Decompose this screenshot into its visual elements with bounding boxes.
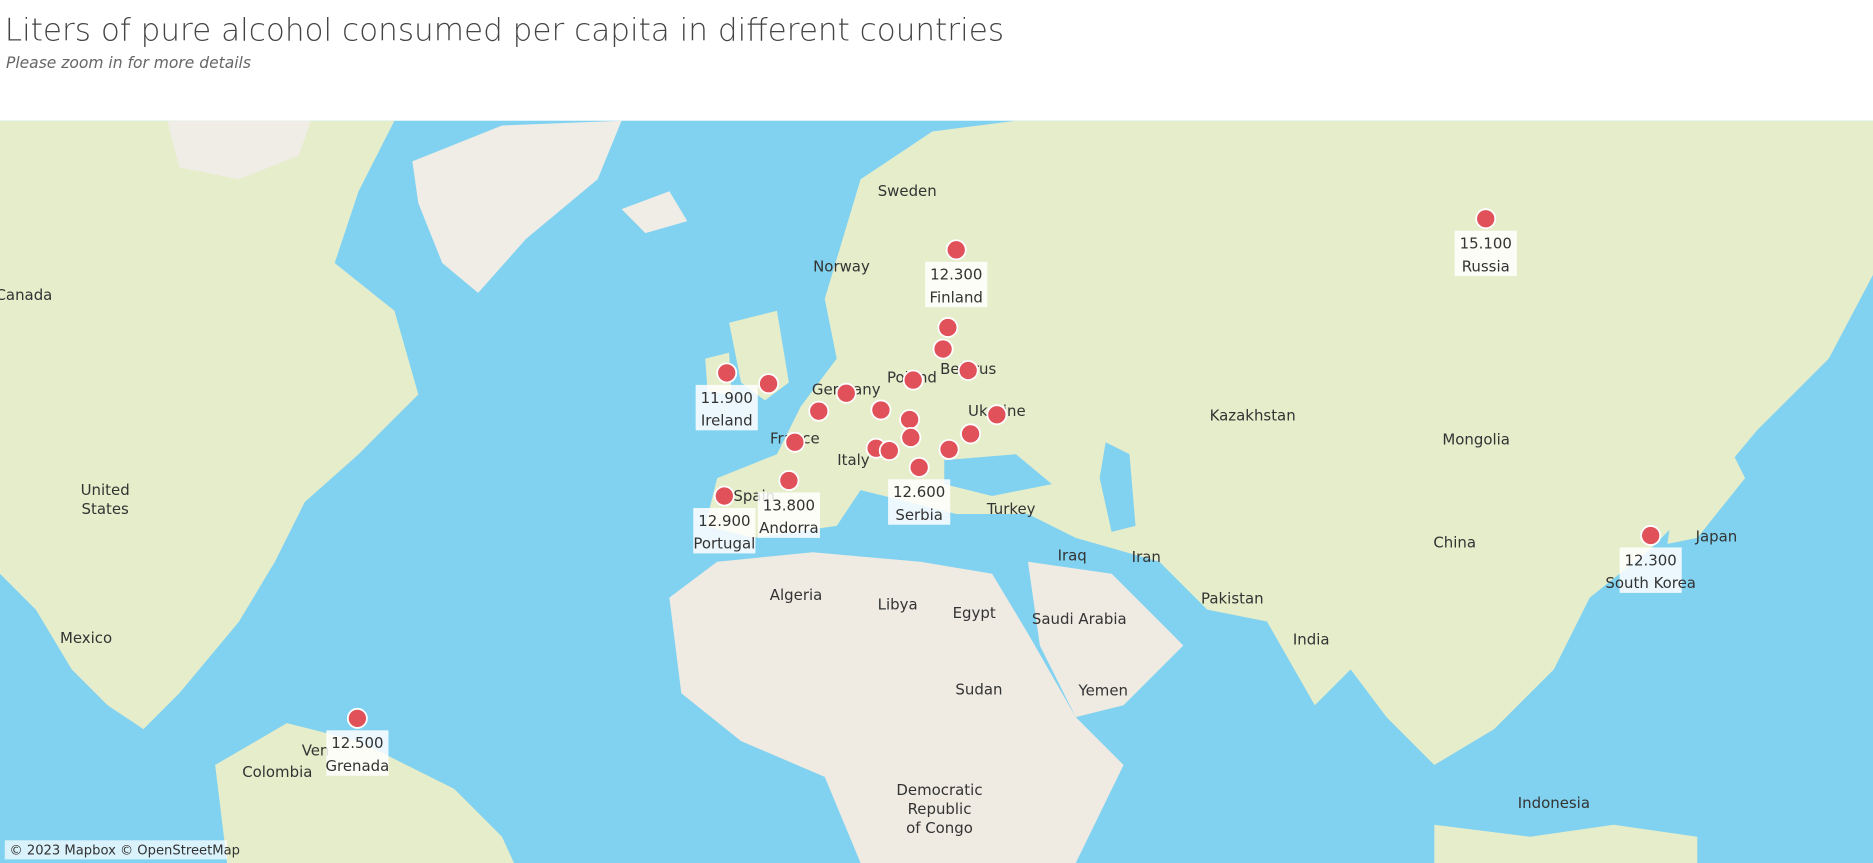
place-label: Italy	[837, 451, 870, 469]
place-label: Norway	[813, 257, 870, 275]
place-label: Algeria	[770, 586, 823, 604]
label-bg	[693, 507, 756, 554]
label-bg	[1454, 230, 1517, 277]
place-label: Kazakhstan	[1210, 407, 1296, 425]
place-label: Sudan	[955, 680, 1002, 698]
value-label: 12.500	[331, 734, 383, 752]
attribution-bg	[4, 840, 228, 860]
place-label: United States	[81, 481, 130, 518]
place-label: Yemen	[1077, 682, 1128, 700]
label-bg	[757, 492, 820, 538]
point	[1475, 208, 1497, 230]
basemap	[0, 120, 1873, 863]
place-label: Mexico	[60, 629, 112, 647]
country-label: Finland	[930, 288, 983, 306]
place-label: Canada	[0, 286, 52, 304]
label-bg	[326, 730, 389, 776]
value-label: 15.100	[1460, 235, 1512, 253]
point	[945, 239, 967, 261]
place-label: Mongolia	[1442, 431, 1510, 449]
place-label: Japan	[1695, 527, 1738, 545]
chart-title: Liters of pure alcohol consumed per capi…	[5, 13, 1004, 49]
country-label: Andorra	[759, 519, 818, 537]
label-bg	[925, 261, 988, 308]
unlabeled-points	[758, 317, 1008, 462]
place-label: Iran	[1132, 548, 1161, 566]
country-label: South Korea	[1605, 574, 1696, 592]
place-label: Sweden	[878, 182, 937, 200]
place-label: India	[1293, 630, 1330, 648]
country-label: Russia	[1462, 257, 1510, 275]
attribution: © 2023 Mapbox © OpenStreetMap	[10, 844, 240, 859]
point	[716, 362, 738, 384]
value-label: 11.900	[701, 389, 753, 407]
point	[713, 485, 735, 507]
point	[778, 470, 800, 491]
chart-subtitle: Please zoom in for more details	[6, 54, 251, 72]
value-label: 12.900	[698, 512, 750, 530]
country-label: Grenada	[325, 757, 389, 775]
point	[1640, 525, 1662, 546]
point	[346, 707, 368, 729]
place-label: Iraq	[1058, 547, 1087, 565]
country-label: Portugal	[693, 535, 755, 553]
place-label: Indonesia	[1518, 794, 1590, 812]
country-label: Ireland	[701, 412, 753, 430]
place-label: Turkey	[986, 500, 1036, 518]
value-label: 12.600	[893, 483, 945, 501]
value-label: 12.300	[1625, 551, 1677, 569]
place-label: Colombia	[242, 763, 312, 781]
label-bg	[695, 384, 758, 431]
value-label: 12.300	[930, 266, 982, 284]
label-bg	[1619, 547, 1682, 593]
place-label: Egypt	[953, 604, 996, 622]
place-label: Saudi Arabia	[1032, 610, 1127, 628]
place-label: Ven	[302, 741, 330, 759]
point	[908, 456, 930, 478]
place-label: Libya	[878, 596, 918, 614]
value-label: 13.800	[763, 496, 815, 514]
place-label: Pakistan	[1201, 590, 1264, 608]
place-label: China	[1433, 533, 1476, 551]
place-label: Democratic Republic of Congo	[896, 781, 982, 837]
label-bg	[888, 479, 951, 525]
country-label: Serbia	[895, 506, 943, 524]
